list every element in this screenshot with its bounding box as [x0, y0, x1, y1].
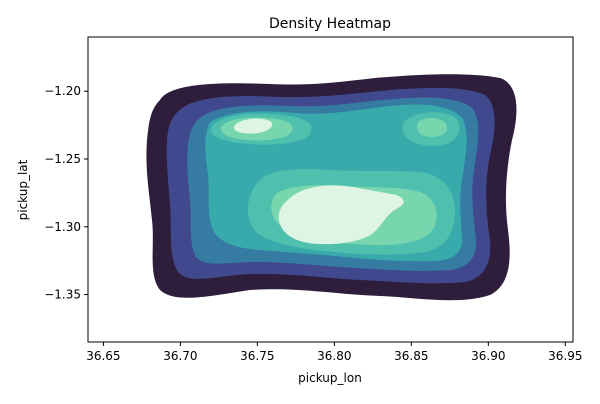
y-axis: pickup_lat −1.20 −1.25 −1.30 −1.35	[16, 84, 88, 302]
y-tick-label: −1.30	[44, 220, 81, 234]
x-tick-label: 36.70	[163, 349, 197, 363]
density-contour-level-6-east	[416, 118, 448, 137]
x-tick-label: 36.90	[471, 349, 505, 363]
y-tick-label: −1.35	[44, 288, 81, 302]
plot-frame	[87, 36, 574, 343]
x-axis: pickup_lon 36.65 36.70 36.75 36.80 36.85 36.9…	[86, 342, 582, 385]
x-tick-label: 36.95	[548, 349, 582, 363]
x-tick-label: 36.65	[86, 349, 120, 363]
y-tick-label: −1.20	[44, 84, 81, 98]
x-axis-label: pickup_lon	[298, 371, 362, 385]
density-contour-level-7	[278, 185, 404, 245]
x-tick-label: 36.75	[240, 349, 274, 363]
x-tick-label: 36.85	[394, 349, 428, 363]
density-contour-level-7-north	[234, 118, 273, 134]
chart-title: Density Heatmap	[269, 16, 391, 32]
x-tick-label: 36.80	[317, 349, 351, 363]
y-tick-label: −1.25	[44, 152, 81, 166]
y-axis-label: pickup_lat	[16, 159, 30, 220]
plot-area	[87, 36, 574, 343]
density-contours	[146, 74, 517, 301]
